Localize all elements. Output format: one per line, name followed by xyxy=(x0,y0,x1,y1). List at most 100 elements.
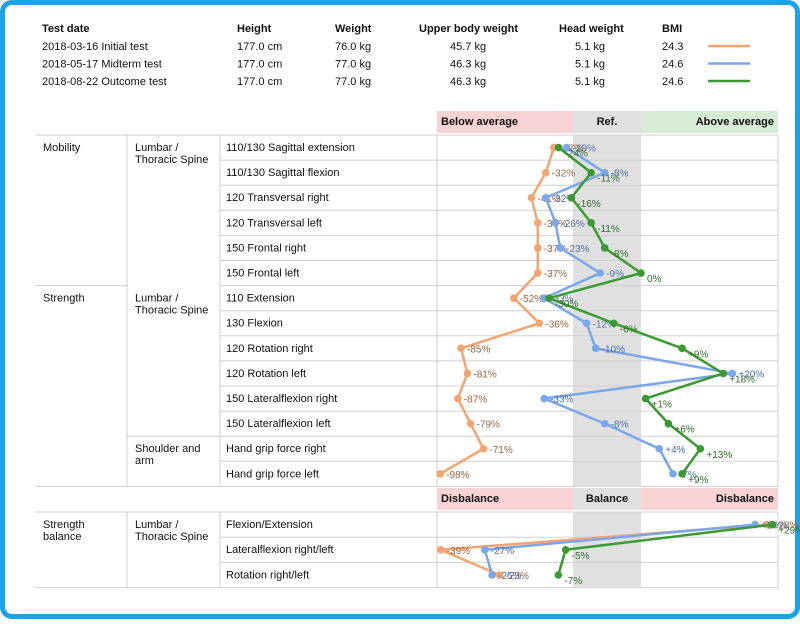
subgroup-label: Thoracic Spine xyxy=(135,531,208,543)
row-label: 110/130 Sagittal flexion xyxy=(226,167,340,179)
row-label: 150 Frontal right xyxy=(226,242,306,254)
data-label: -10% xyxy=(602,344,625,355)
data-point xyxy=(637,269,645,277)
row-label: 110/130 Sagittal extension xyxy=(226,142,355,154)
header-col-3: Upper body weight xyxy=(419,23,518,35)
data-label: -27% xyxy=(491,546,514,557)
data-point xyxy=(596,269,604,277)
data-point xyxy=(678,344,686,353)
subgroup-label: Lumbar / xyxy=(135,519,179,531)
data-point xyxy=(510,294,518,302)
group-label: Strength xyxy=(43,519,85,531)
data-point xyxy=(728,369,737,378)
header-row-bmi: 24.3 xyxy=(662,41,683,53)
data-point xyxy=(641,394,650,403)
data-label: -32% xyxy=(552,194,575,205)
data-label: -7% xyxy=(564,576,582,587)
header-row-date: 2018-03-16 Initial test xyxy=(42,41,148,53)
header-row-weight: 77.0 kg xyxy=(335,76,371,88)
data-point xyxy=(669,470,677,478)
data-point xyxy=(454,394,462,403)
group-label: Strength xyxy=(43,293,85,305)
group-label: Mobility xyxy=(43,142,81,154)
data-point xyxy=(540,394,548,403)
data-point xyxy=(488,571,496,579)
header-col-2: Weight xyxy=(335,23,372,35)
data-label: -8% xyxy=(611,169,629,180)
data-label: 0% xyxy=(647,274,662,285)
data-point xyxy=(664,419,673,428)
band-ref-label: Ref. xyxy=(597,116,618,128)
data-point xyxy=(554,571,563,579)
header-row-date: 2018-05-17 Midterm test xyxy=(42,59,162,71)
data-label: +1% xyxy=(652,400,672,411)
subgroup-label: Lumbar / xyxy=(135,142,179,154)
reference-zone xyxy=(573,512,641,588)
header-col-1: Height xyxy=(237,23,272,35)
data-label: +6% xyxy=(674,425,694,436)
data-label: +13% xyxy=(706,450,732,461)
band-above-header xyxy=(641,111,778,133)
row-label: 130 Flexion xyxy=(226,318,283,330)
data-label: -30% xyxy=(555,299,578,310)
series-line-1 xyxy=(439,147,555,475)
data-label: -11% xyxy=(597,174,620,185)
data-point xyxy=(495,571,504,579)
header-row-height: 177.0 cm xyxy=(237,59,282,71)
subgroup-label: Lumbar / xyxy=(135,293,179,305)
data-label: -39% xyxy=(447,546,470,557)
data-label: +18% xyxy=(729,374,755,385)
data-point xyxy=(551,219,560,227)
data-label: -25% xyxy=(498,571,521,582)
data-label: +28% xyxy=(773,521,799,532)
data-point xyxy=(534,244,542,252)
data-point xyxy=(562,143,571,152)
data-label: -27% xyxy=(560,144,583,155)
data-label: -19% xyxy=(573,144,596,155)
data-label: -6% xyxy=(620,324,638,335)
band-above-header xyxy=(641,488,778,510)
data-label: -9% xyxy=(606,269,624,280)
row-label: 150 Lateralflexion left xyxy=(226,418,331,430)
data-point xyxy=(582,319,591,328)
data-point xyxy=(600,419,609,428)
header-row-upper-weight: 46.3 kg xyxy=(450,59,486,71)
subgroup-label: Shoulder and xyxy=(135,443,200,455)
data-point xyxy=(556,244,564,252)
data-label: -71% xyxy=(489,445,512,456)
data-label: -11% xyxy=(597,224,620,235)
data-point xyxy=(587,168,595,177)
data-point xyxy=(567,193,576,202)
data-label: -33% xyxy=(550,294,573,305)
subgroup-label: arm xyxy=(135,455,154,467)
data-point xyxy=(600,244,609,252)
data-label: -23% xyxy=(505,571,528,582)
data-label: -8% xyxy=(611,420,629,431)
data-label: -79% xyxy=(477,420,500,431)
header-row-head-weight: 5.1 kg xyxy=(575,76,605,88)
data-point xyxy=(591,344,600,353)
row-label: Lateralflexion right/left xyxy=(226,544,334,556)
header-row-weight: 77.0 kg xyxy=(335,59,371,71)
data-label: -16% xyxy=(577,199,600,210)
row-label: 120 Transversal right xyxy=(226,192,329,204)
data-label: -8% xyxy=(611,249,629,260)
header-col-4: Head weight xyxy=(559,23,624,35)
row-label: Flexion/Extension xyxy=(226,519,313,531)
data-label: -87% xyxy=(464,395,487,406)
data-label: +20% xyxy=(738,369,764,380)
data-point xyxy=(719,369,727,378)
data-point xyxy=(542,168,550,177)
subgroup-label: Thoracic Spine xyxy=(135,305,208,317)
header-row-bmi: 24.6 xyxy=(662,59,683,71)
data-point xyxy=(696,444,705,453)
row-label: 120 Rotation left xyxy=(226,368,306,380)
data-label: -32% xyxy=(552,169,575,180)
data-point xyxy=(554,143,563,152)
header-row-head-weight: 5.1 kg xyxy=(575,41,605,53)
data-point xyxy=(436,546,445,554)
data-label: -23% xyxy=(566,244,589,255)
data-label: +9% xyxy=(688,475,708,486)
band-above-label: Above average xyxy=(696,116,774,128)
